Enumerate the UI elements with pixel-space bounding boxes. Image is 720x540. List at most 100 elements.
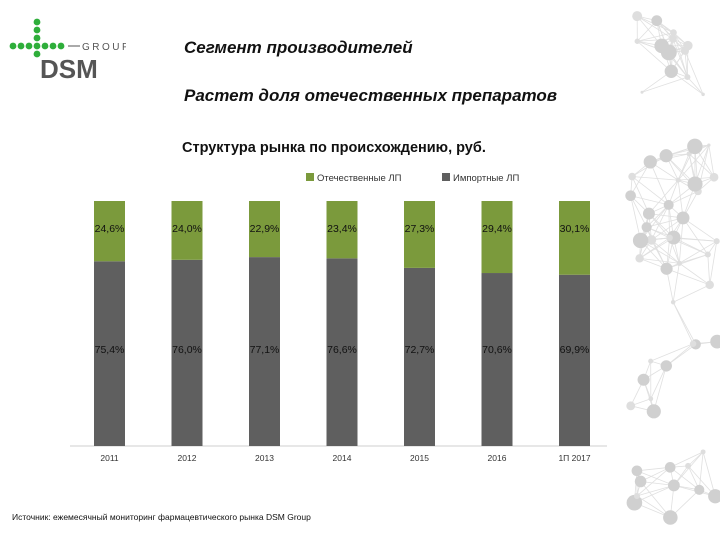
bar-domestic-4 (404, 201, 435, 268)
network-link (679, 262, 710, 286)
network-link (631, 176, 650, 214)
network-link (650, 365, 667, 399)
network-link (640, 481, 671, 518)
bar-domestic-0 (94, 201, 125, 262)
network-node (680, 46, 690, 55)
stacked-bar-chart: Структура рынка по происхождению, руб. О… (70, 140, 607, 463)
network-node (646, 235, 657, 245)
network-link (684, 50, 688, 78)
network-link (708, 145, 715, 178)
network-node (669, 35, 677, 43)
data-label-domestic-5: 29,4% (482, 223, 512, 235)
x-tick-label-1: 2012 (178, 453, 197, 463)
network-link (668, 191, 699, 206)
network-link (641, 76, 688, 93)
network-node (626, 401, 636, 411)
network-link (707, 254, 711, 285)
network-link (679, 240, 717, 264)
network-link (666, 343, 694, 367)
network-node (635, 254, 644, 263)
data-label-imported-3: 76,6% (327, 344, 357, 356)
network-node (664, 64, 678, 78)
x-tick-label-4: 2015 (410, 453, 429, 463)
network-node (713, 238, 720, 245)
network-node (667, 479, 680, 492)
network-node (684, 74, 691, 81)
network-node (634, 475, 647, 488)
network-node (637, 373, 650, 386)
network-link (672, 263, 680, 303)
chart-title: Структура рынка по происхождению, руб. (182, 140, 486, 156)
network-link (672, 284, 710, 303)
network-node (670, 299, 676, 305)
network-node (663, 199, 674, 210)
molecule-network-decoration (625, 11, 720, 525)
network-link (646, 204, 669, 228)
network-node (685, 462, 692, 469)
x-tick-label-3: 2014 (333, 453, 352, 463)
legend-swatch-domestic (306, 173, 314, 181)
network-link (631, 176, 669, 206)
network-node (676, 260, 682, 266)
data-label-imported-5: 70,6% (482, 344, 512, 356)
network-link (666, 268, 710, 286)
bar-imported-4 (404, 267, 435, 446)
network-link (636, 485, 675, 497)
cross-dots-icon (9, 18, 65, 58)
network-node (659, 149, 673, 163)
network-link (636, 467, 671, 497)
bar-imported-0 (94, 261, 125, 446)
network-link (648, 179, 679, 214)
data-label-domestic-4: 27,3% (405, 223, 435, 235)
data-label-imported-6: 69,9% (560, 344, 590, 356)
logo-group-text: GROUP (82, 42, 126, 53)
network-node (651, 15, 663, 27)
network-node (632, 11, 643, 22)
network-link (702, 451, 716, 497)
network-node (704, 251, 711, 258)
network-link (682, 217, 717, 242)
network-node (625, 190, 636, 201)
network-link (677, 144, 710, 181)
network-node (640, 90, 644, 94)
network-link (630, 195, 648, 228)
source-note: Источник: ежемесячный мониторинг фармаце… (12, 512, 311, 522)
network-link (630, 195, 669, 206)
network-link (669, 451, 704, 468)
network-node (675, 177, 681, 183)
network-node (632, 232, 649, 249)
bar-domestic-1 (171, 201, 203, 260)
bar-domestic-5 (481, 201, 513, 274)
network-node (666, 230, 681, 245)
network-link (636, 466, 671, 472)
network-link (672, 302, 694, 344)
network-node (666, 234, 673, 242)
data-label-imported-0: 75,4% (95, 344, 125, 356)
network-link (651, 204, 670, 241)
network-node (648, 396, 654, 402)
logo-brand-text: DSM (40, 54, 98, 80)
x-tick-label-5: 2016 (488, 453, 507, 463)
data-label-domestic-3: 23,4% (327, 223, 357, 235)
data-label-domestic-0: 24,6% (95, 223, 125, 235)
network-link (698, 451, 704, 490)
network-link (637, 38, 673, 42)
network-node (626, 494, 643, 511)
network-link (653, 365, 667, 412)
network-node (664, 462, 676, 473)
network-link (709, 241, 718, 285)
network-link (669, 467, 700, 491)
network-link (636, 470, 675, 486)
page-title: Сегмент производителей (184, 38, 413, 57)
network-node (687, 176, 703, 192)
network-link (682, 217, 709, 255)
data-label-imported-1: 76,0% (172, 344, 202, 356)
network-link (632, 176, 679, 181)
page-subtitle: Растет доля отечественных препаратов (184, 86, 558, 105)
bar-imported-5 (481, 273, 513, 446)
network-node (660, 262, 673, 275)
network-link (637, 40, 672, 72)
x-tick-label-0: 2011 (100, 453, 119, 463)
network-link (651, 239, 680, 264)
network-node (631, 465, 643, 477)
